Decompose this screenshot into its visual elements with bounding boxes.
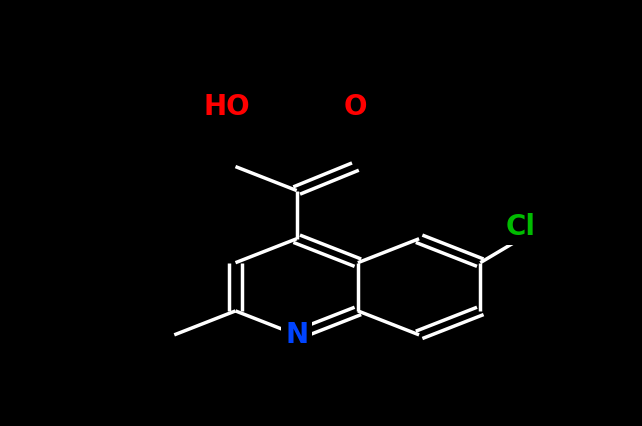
Text: HO: HO (204, 93, 250, 121)
Text: N: N (285, 321, 308, 349)
Text: O: O (343, 93, 367, 121)
Text: Cl: Cl (506, 213, 535, 241)
